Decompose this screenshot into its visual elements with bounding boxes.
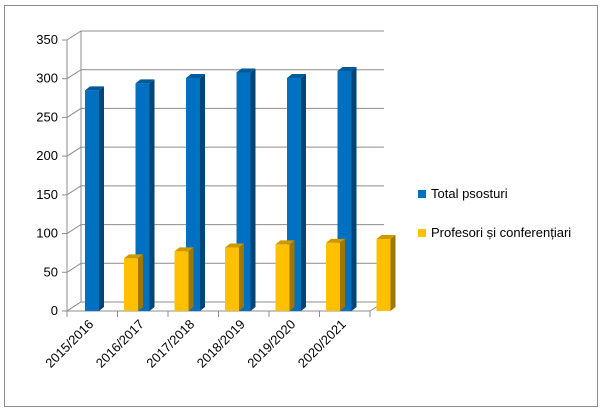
bar-top: [376, 234, 396, 239]
gridline: [66, 107, 384, 118]
x-tick-label: 2017/2018: [143, 317, 197, 371]
bar-chart: 0501001502002503003502015/20162016/20172…: [36, 30, 396, 371]
bar: [225, 247, 239, 311]
bar-top: [186, 73, 205, 78]
bar-side: [99, 86, 104, 311]
gridline: [66, 30, 384, 41]
bar: [174, 251, 189, 311]
bar-side: [390, 234, 396, 311]
bar: [376, 238, 391, 311]
x-tick-label: 2019/2020: [244, 317, 298, 371]
legend-label-profesori: Profesori și conferențiari: [431, 225, 572, 240]
bar-top: [225, 243, 244, 248]
y-tick-label: 100: [36, 226, 58, 241]
bar-top: [85, 86, 104, 91]
legend-swatch-profesori: [418, 228, 426, 237]
chart-frame: 0 50 100 150 200 250 300 350 2015/2016 2016/2017 2…: [4, 5, 598, 407]
bar-side: [301, 73, 306, 311]
legend-item-total: Total psosturi: [418, 186, 508, 201]
gridline: [66, 224, 384, 234]
bar-top: [337, 66, 357, 71]
x-tick-label: 2015/2016: [42, 317, 96, 371]
bar-top: [124, 254, 143, 259]
gridline: [66, 185, 384, 196]
x-tick-label: 2016/2017: [93, 317, 147, 371]
bar-side: [250, 68, 256, 311]
y-tick-label: 50: [44, 264, 58, 279]
x-tick-label: 2018/2019: [194, 317, 248, 371]
bar-side: [340, 238, 345, 311]
bar: [326, 242, 340, 311]
y-tick-label: 150: [36, 187, 58, 202]
legend-item-profesori: Profesori și conferențiari: [418, 225, 571, 240]
y-tick-label: 0: [51, 303, 58, 318]
bar-top: [287, 73, 306, 78]
bar-side: [239, 243, 244, 311]
bar-top: [174, 247, 194, 252]
bar: [135, 83, 150, 311]
bar: [275, 244, 290, 311]
bar-side: [138, 254, 143, 311]
bar: [124, 258, 138, 311]
bar-top: [326, 238, 345, 243]
bar-side: [149, 79, 155, 311]
bar: [85, 90, 99, 311]
bar-side: [289, 240, 295, 311]
legend-label-total: Total psosturi: [431, 186, 508, 201]
gridline: [66, 69, 384, 80]
bar-top: [275, 240, 295, 245]
y-tick-label: 200: [36, 148, 58, 163]
legend-swatch-total: [418, 189, 426, 198]
y-tick-label: 250: [36, 109, 58, 124]
bar-side: [351, 66, 357, 311]
y-tick-label: 300: [36, 71, 58, 86]
bar-side: [200, 73, 205, 311]
bar-top: [135, 79, 155, 84]
x-tick-label: 2020/2021: [295, 317, 349, 371]
gridline: [66, 146, 384, 157]
bar-side: [188, 247, 194, 311]
bar-top: [236, 68, 256, 73]
y-tick-label: 350: [36, 32, 58, 47]
